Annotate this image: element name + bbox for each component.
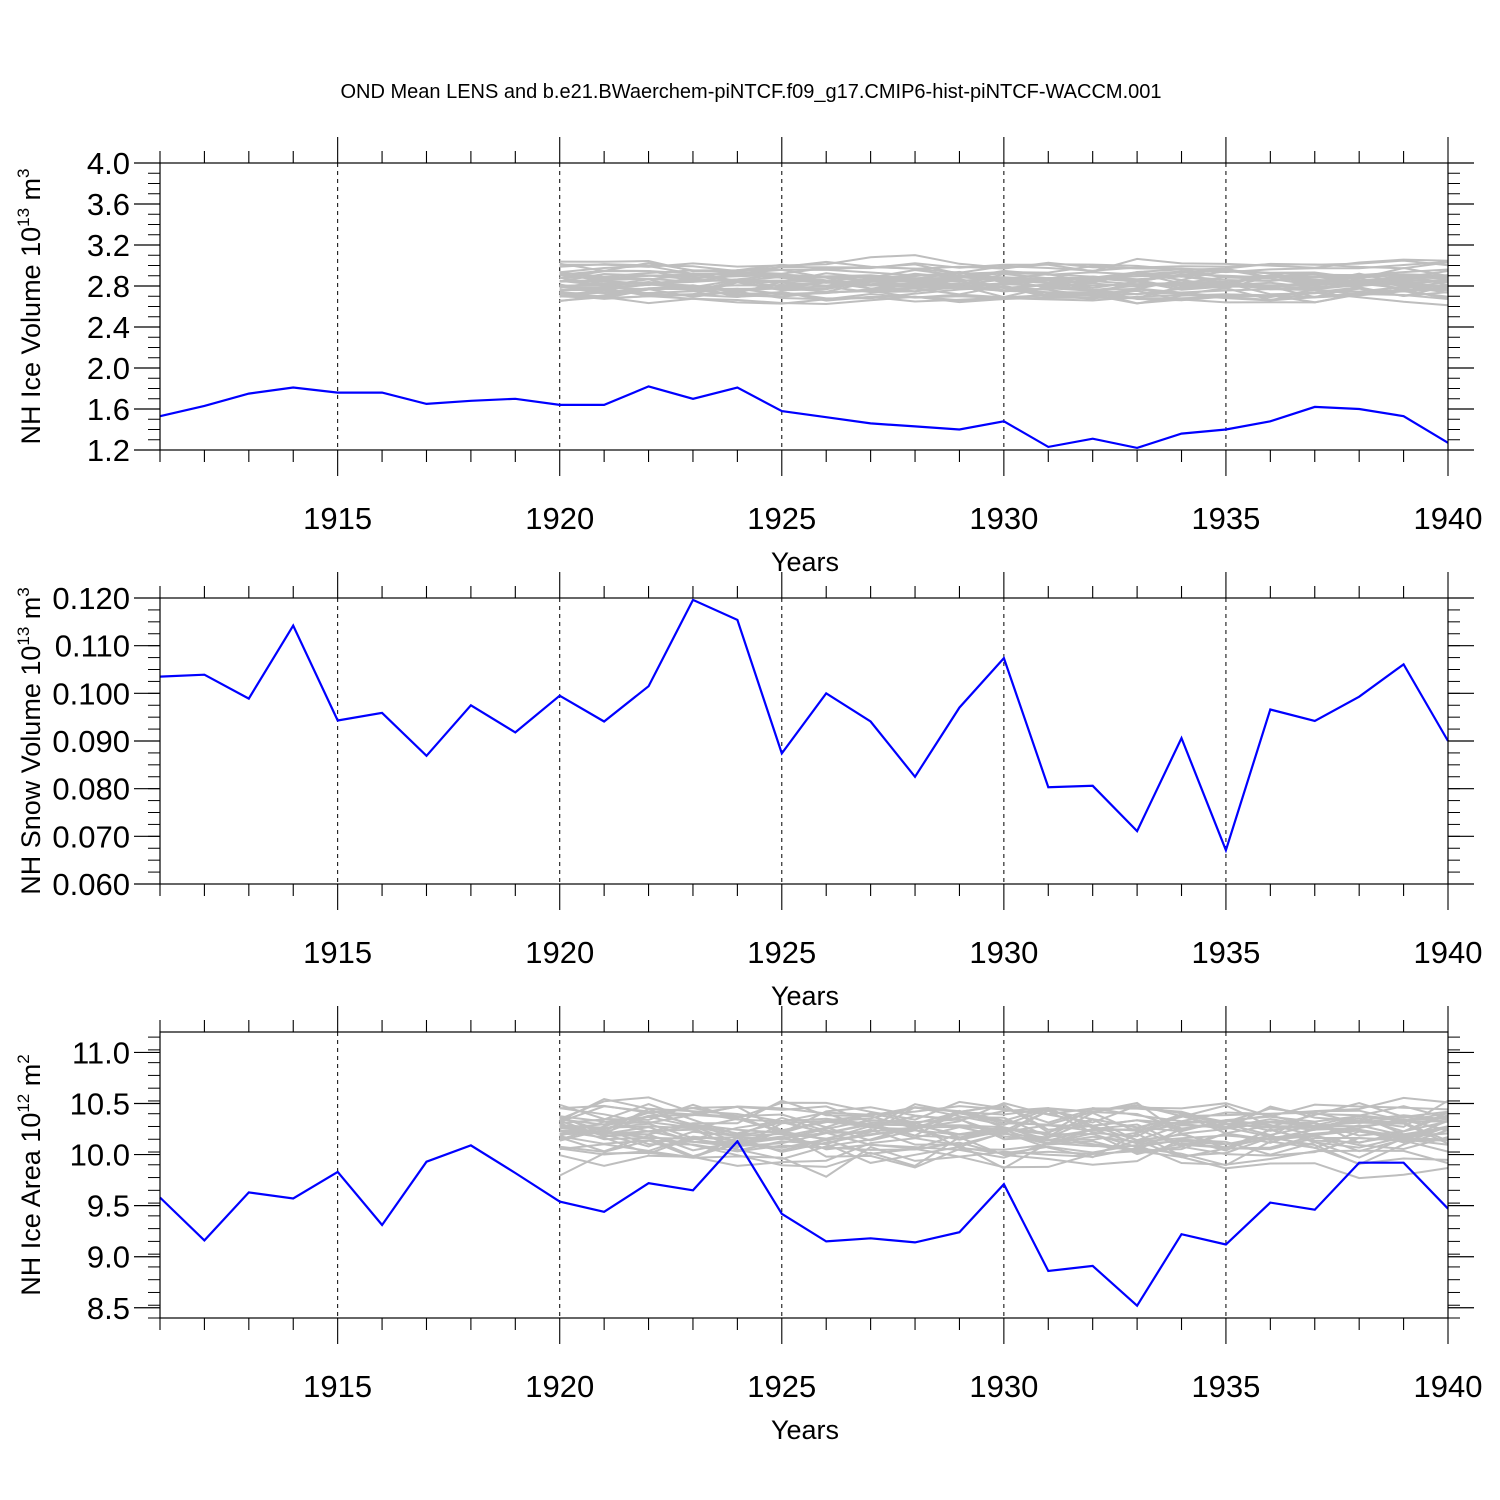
x-tick-label: 1930 <box>969 501 1038 536</box>
x-tick-label: 1925 <box>747 1369 816 1404</box>
plot-frame <box>159 162 1449 451</box>
lens-member-line <box>559 1130 1449 1169</box>
x-tick-label: 1920 <box>525 501 594 536</box>
x-tick-label: 1915 <box>303 935 372 970</box>
y-axis-title-part: 3 <box>14 169 33 178</box>
y-axis-title: NH Snow Volume 1013 m3 <box>14 587 46 895</box>
series-line-run <box>159 385 1449 450</box>
lens-member-line <box>559 266 1449 284</box>
y-axis-title-part: 3 <box>14 587 33 596</box>
y-tick-label: 10.0 <box>70 1138 130 1173</box>
y-tick-label: 0.120 <box>52 581 130 616</box>
x-tick-label: 1935 <box>1191 501 1260 536</box>
y-tick-label: 3.2 <box>87 228 130 263</box>
lens-member-line <box>559 289 1449 304</box>
x-tick-label: 1930 <box>969 935 1038 970</box>
y-axis-title: NH Ice Volume 1013 m3 <box>14 169 46 445</box>
y-tick-label: 0.080 <box>52 772 130 807</box>
lens-member-line <box>559 273 1449 290</box>
y-tick-label: 1.2 <box>87 433 130 468</box>
y-axis-title-part: 13 <box>14 627 33 646</box>
x-tick-label: 1935 <box>1191 1369 1260 1404</box>
y-tick-label: 10.5 <box>70 1087 130 1122</box>
lens-members <box>559 254 1449 307</box>
panel-1: 1.2 1.6 2.0 2.4 2.8 3.2 3.6 4.0 1915 1920 1925 1930… <box>14 137 1482 577</box>
y-tick-label: 0.090 <box>52 724 130 759</box>
y-tick-label: 9.5 <box>87 1189 130 1224</box>
y-tick-label: 9.0 <box>87 1240 130 1275</box>
lens-member-line <box>559 286 1449 305</box>
y-axis-title-part: NH Ice Volume 10 <box>16 227 46 445</box>
lens-member-line <box>559 268 1449 285</box>
plot-frame <box>159 597 1449 885</box>
figure-title: OND Mean LENS and b.e21.BWaerchem-piNTCF… <box>340 81 1161 103</box>
lens-member-line <box>559 268 1449 283</box>
series-line-run <box>159 1139 1449 1308</box>
x-tick-label: 1940 <box>1414 501 1483 536</box>
x-tick-label: 1935 <box>1191 935 1260 970</box>
y-axis-title-part: 12 <box>14 1094 33 1113</box>
y-axis-title-part: m <box>16 597 46 627</box>
lens-member-line <box>559 1122 1449 1152</box>
y-axis-title-part: 13 <box>14 208 33 227</box>
lens-member-line <box>559 1100 1449 1124</box>
x-axis-title: Years <box>771 1415 839 1445</box>
y-axis-title: NH Ice Area 1012 m2 <box>14 1054 46 1295</box>
x-axis-title: Years <box>771 547 839 577</box>
lens-members <box>559 1096 1449 1180</box>
y-tick-label: 4.0 <box>87 146 130 181</box>
lens-member-line <box>559 1132 1449 1170</box>
y-tick-label: 1.6 <box>87 392 130 427</box>
y-tick-label: 0.060 <box>52 867 130 902</box>
y-axis-title-part: m <box>16 178 46 208</box>
x-tick-label: 1920 <box>525 935 594 970</box>
y-tick-label: 3.6 <box>87 187 130 222</box>
lens-member-line <box>559 1112 1449 1148</box>
y-tick-label: 0.110 <box>55 629 130 664</box>
y-tick-label: 0.100 <box>52 676 130 711</box>
y-axis-title-part: m <box>16 1064 46 1094</box>
y-tick-label: 11.0 <box>72 1035 130 1070</box>
lens-member-line <box>559 1114 1449 1152</box>
chart-panels: 1.2 1.6 2.0 2.4 2.8 3.2 3.6 4.0 1915 1920 1925 1930… <box>14 137 1482 1445</box>
lens-member-line <box>559 1125 1449 1156</box>
x-axis-title: Years <box>771 981 839 1011</box>
x-tick-label: 1930 <box>969 1369 1038 1404</box>
y-axis-title-part: NH Snow Volume 10 <box>16 646 46 895</box>
lens-member-line <box>559 1107 1449 1144</box>
x-tick-label: 1940 <box>1414 1369 1483 1404</box>
y-tick-label: 0.070 <box>52 819 130 854</box>
plot-frame <box>159 1031 1449 1319</box>
x-tick-label: 1925 <box>747 501 816 536</box>
x-tick-label: 1915 <box>303 501 372 536</box>
lens-member-line <box>559 254 1449 271</box>
y-tick-label: 2.0 <box>87 351 130 386</box>
y-axis-title-part: NH Ice Area 10 <box>16 1113 46 1296</box>
lens-member-line <box>559 1099 1449 1133</box>
x-tick-label: 1925 <box>747 935 816 970</box>
lens-member-line <box>559 271 1449 284</box>
y-tick-label: 2.4 <box>87 310 130 345</box>
lens-member-line <box>559 1115 1449 1146</box>
panel-3: 8.5 9.0 9.5 10.0 10.5 11.0 1915 1920 1925 1930 193… <box>14 1006 1482 1445</box>
lens-member-line <box>559 1138 1449 1167</box>
y-tick-label: 8.5 <box>87 1291 130 1326</box>
x-tick-label: 1920 <box>525 1369 594 1404</box>
panel-2: 0.060 0.070 0.080 0.090 0.100 0.110 0.120 1915 1… <box>14 572 1482 1011</box>
y-tick-label: 2.8 <box>87 269 130 304</box>
series-line-run <box>159 598 1449 854</box>
x-tick-label: 1915 <box>303 1369 372 1404</box>
x-tick-label: 1940 <box>1414 935 1483 970</box>
y-axis-title-part: 2 <box>14 1054 33 1063</box>
